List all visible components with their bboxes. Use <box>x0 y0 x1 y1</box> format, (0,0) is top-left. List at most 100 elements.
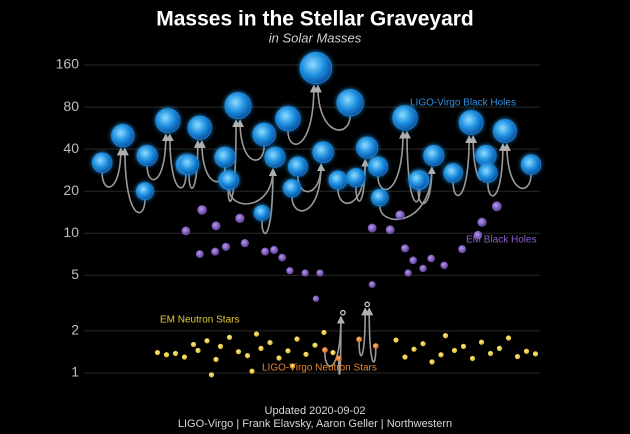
data-point <box>155 108 181 134</box>
data-point <box>458 110 484 135</box>
merger-arrow <box>336 315 345 375</box>
data-point <box>211 247 220 256</box>
data-point <box>440 261 448 269</box>
data-point <box>285 348 291 354</box>
merger-arrow <box>379 166 436 221</box>
y-tick-label: 2 <box>71 322 79 338</box>
data-point <box>460 343 467 349</box>
chart-title: Masses in the Stellar Graveyard <box>156 8 474 31</box>
data-point <box>312 295 320 302</box>
data-point <box>367 223 377 233</box>
merger-arrow <box>377 130 407 191</box>
merger-arrow <box>287 84 318 145</box>
data-point <box>240 239 249 248</box>
merger-arrow <box>291 163 326 212</box>
merger-arrow <box>358 307 370 357</box>
data-point <box>493 119 517 143</box>
legend-label: LIGO-Virgo Neutron Stars <box>262 363 377 374</box>
data-point <box>438 352 444 358</box>
data-point <box>221 242 230 251</box>
data-point <box>335 355 342 362</box>
data-point <box>214 146 236 168</box>
arrows <box>101 84 532 375</box>
data-point <box>372 343 379 349</box>
merger-arrow <box>101 147 125 188</box>
data-point <box>197 205 207 215</box>
data-point <box>336 89 364 117</box>
data-point <box>368 281 376 288</box>
data-point <box>258 345 264 351</box>
grid: 1 2 5 10 20 40 80 160 <box>56 56 540 380</box>
y-tick-label: 20 <box>63 182 79 198</box>
data-point <box>235 349 242 355</box>
data-point <box>111 123 135 148</box>
data-point <box>404 269 412 277</box>
data-point <box>195 347 201 354</box>
data-point <box>411 346 417 352</box>
data-point <box>393 337 399 343</box>
legend-label: EM Neutron Stars <box>160 315 239 326</box>
y-tick-label: 160 <box>56 56 80 72</box>
data-point <box>270 245 279 254</box>
merger-arrow <box>502 142 532 190</box>
data-point <box>301 269 309 277</box>
data-point <box>532 351 539 357</box>
data-point <box>505 335 512 341</box>
data-point <box>253 331 260 337</box>
merger-arrow <box>261 167 277 235</box>
data-point <box>408 170 428 190</box>
data-point <box>267 339 273 346</box>
data-point <box>249 368 255 374</box>
data-point <box>514 353 521 360</box>
data-point <box>328 170 348 190</box>
data-point <box>385 225 395 235</box>
data-point <box>367 156 389 177</box>
data-point <box>427 254 435 263</box>
data-point <box>346 168 366 188</box>
merger-arrow <box>355 158 370 202</box>
data-point <box>473 230 483 240</box>
merger-arrow <box>365 307 377 363</box>
data-point <box>181 226 191 236</box>
data-point <box>496 345 503 351</box>
legend-label: EM Black Holes <box>466 235 537 246</box>
data-point <box>252 122 276 147</box>
data-point <box>190 341 197 348</box>
data-point <box>423 144 445 167</box>
data-point <box>235 213 245 223</box>
footer-credit: LIGO-Virgo | Frank Elavsky, Aaron Geller… <box>178 418 452 430</box>
data-point <box>261 247 269 256</box>
data-point <box>213 356 219 363</box>
data-point <box>316 269 324 277</box>
data-point <box>429 359 435 365</box>
data-point <box>163 352 170 358</box>
data-point <box>224 92 252 120</box>
data-point <box>419 264 427 273</box>
data-point <box>420 341 426 347</box>
data-point <box>244 353 251 359</box>
data-point <box>208 372 215 378</box>
y-tick-label: 10 <box>63 224 79 240</box>
merger-arrow <box>120 147 146 214</box>
legend-label: LIGO-Virgo Black Holes <box>410 98 516 109</box>
data-point <box>253 204 270 221</box>
data-point <box>312 342 318 348</box>
merger-arrow <box>487 142 507 197</box>
merger-arrow <box>452 135 474 197</box>
data-point <box>294 336 300 342</box>
data-point <box>330 349 336 356</box>
data-point <box>443 163 463 183</box>
data-point <box>442 333 449 339</box>
y-tick-label: 40 <box>63 140 79 156</box>
data-point <box>204 338 210 344</box>
data-point <box>181 354 188 360</box>
data-point <box>303 351 309 357</box>
data-point <box>154 349 161 356</box>
data-point <box>475 144 497 167</box>
data-point <box>276 355 282 361</box>
marks: LIGO-Virgo Black Holes EM Black Holes EM N… <box>91 52 542 378</box>
data-point <box>91 152 113 173</box>
data-point <box>211 221 221 231</box>
y-tick-label: 80 <box>63 98 79 114</box>
merger-arrow <box>146 133 170 181</box>
